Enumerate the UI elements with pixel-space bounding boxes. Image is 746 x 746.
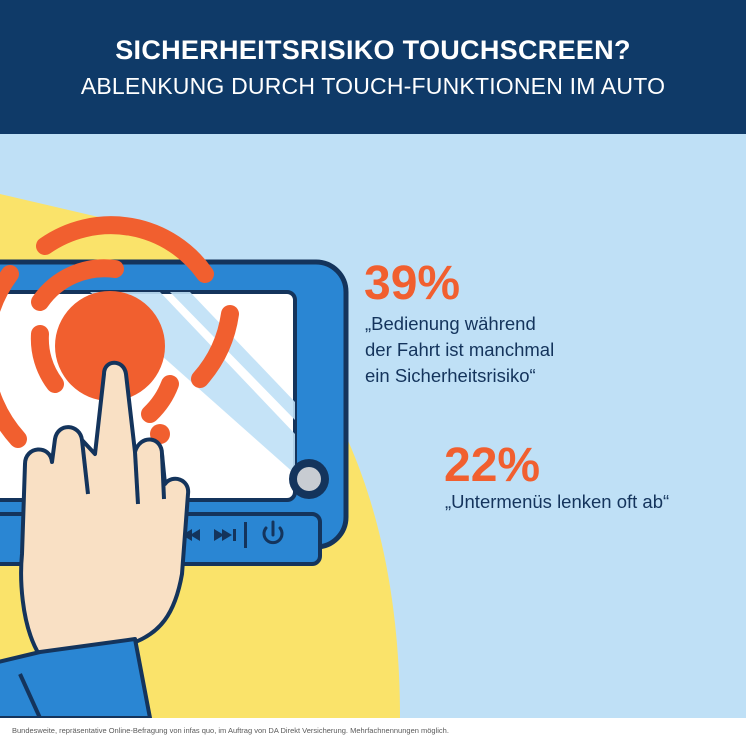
stat-quote-line: ein Sicherheitsrisiko“ xyxy=(365,365,536,386)
page-subtitle: ABLENKUNG DURCH TOUCH-FUNKTIONEN IM AUTO xyxy=(80,73,666,99)
pointing-hand-icon xyxy=(0,360,191,718)
control-divider xyxy=(244,522,247,548)
stat-value-22: 22% xyxy=(444,439,541,492)
power-icon xyxy=(262,520,284,545)
header-banner: SICHERHEITSRISIKO TOUCHSCREEN? ABLENKUNG… xyxy=(0,0,746,134)
stat-value-39: 39% xyxy=(364,257,461,310)
stat-quote-line: der Fahrt ist manchmal xyxy=(365,339,555,360)
footer: Bundesweite, repräsentative Online-Befra… xyxy=(0,718,746,746)
stat-quote-line: „Untermenüs lenken oft ab“ xyxy=(445,491,670,512)
touch-ripple-icon xyxy=(0,216,239,448)
touchscreen-illustration xyxy=(0,194,400,718)
footnote: Bundesweite, repräsentative Online-Befra… xyxy=(12,726,449,735)
page-title: SICHERHEITSRISIKO TOUCHSCREEN? xyxy=(115,35,631,65)
stat-quote-22: „Untermenüs lenken oft ab“ xyxy=(445,489,669,515)
stat-quote-39: „Bedienung während der Fahrt ist manchma… xyxy=(365,311,554,389)
next-track-icon xyxy=(214,529,236,541)
stat-quote-line: „Bedienung während xyxy=(365,313,536,334)
volume-knob-icon xyxy=(289,459,329,499)
illustration-panel: 39% „Bedienung während der Fahrt ist man… xyxy=(0,134,746,718)
